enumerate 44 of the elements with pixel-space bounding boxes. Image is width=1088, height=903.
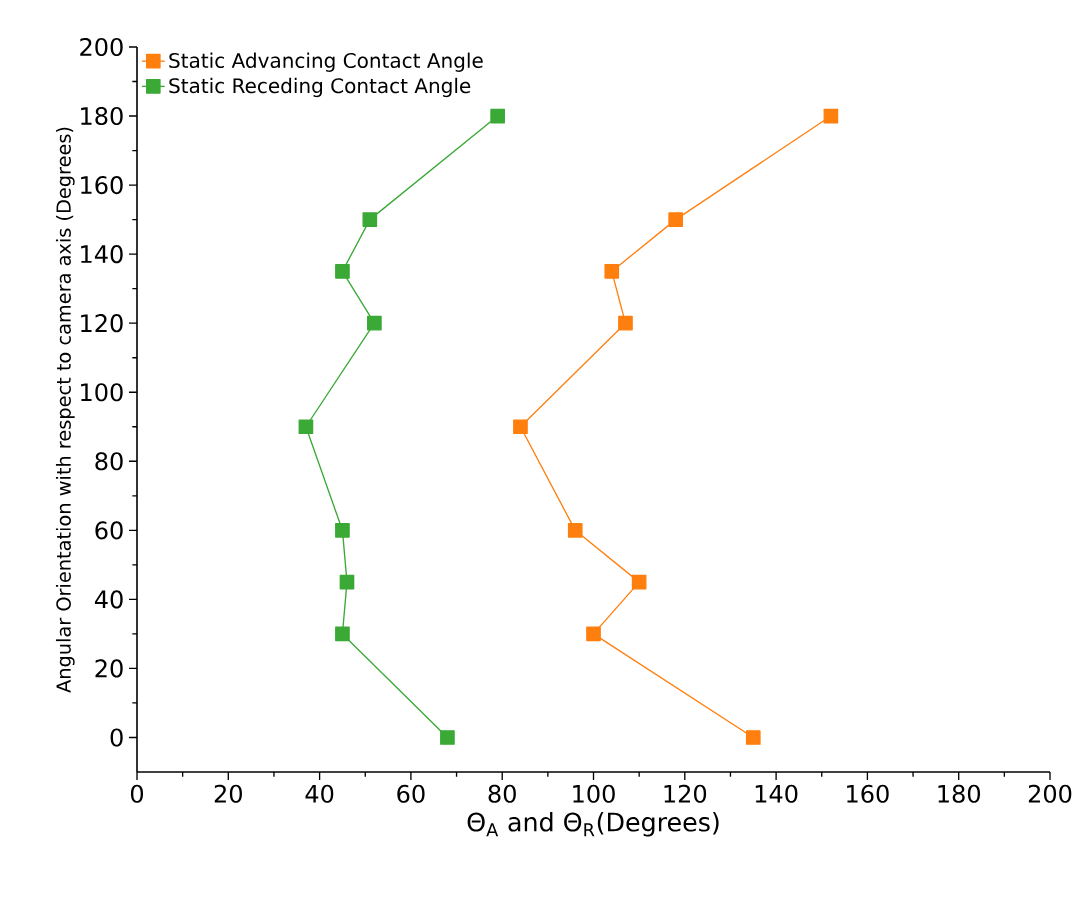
- point: [335, 626, 350, 642]
- x-tick-label: 0: [130, 784, 144, 803]
- x-axis-title: Θ$_{A}$ and Θ$_{R}$(Degrees): [467, 812, 719, 837]
- legend-label: Static Receding Contact Angle: [169, 77, 471, 98]
- x-tick-label: 40: [305, 784, 334, 803]
- y-tick-label: 0: [110, 728, 123, 747]
- x-tick-label: 20: [214, 784, 242, 803]
- x-tick-label: 180: [938, 784, 981, 803]
- point: [586, 626, 601, 642]
- y-axis-title: Angular Orientation with respect to camera axis (Degrees): [55, 127, 75, 693]
- point: [335, 522, 350, 538]
- x-tick-label: 120: [664, 784, 707, 803]
- x-tick-label: 60: [397, 784, 425, 803]
- x-tick-label: 100: [573, 784, 615, 803]
- legend-label: Static Advancing Contact Angle: [169, 52, 483, 72]
- point: [618, 315, 633, 331]
- point: [339, 574, 355, 590]
- y-tick-label: 100: [81, 383, 123, 402]
- point: [631, 574, 647, 590]
- x-tick-label: 140: [755, 784, 798, 803]
- y-tick-label: 60: [95, 521, 123, 540]
- point: [367, 315, 382, 331]
- y-tick-label: 180: [81, 106, 123, 126]
- y-tick-label: 120: [81, 314, 123, 333]
- point: [298, 419, 314, 435]
- point: [823, 108, 839, 124]
- y-tick-label: 80: [95, 452, 123, 471]
- point: [513, 419, 528, 435]
- point: [335, 264, 350, 279]
- point: [440, 730, 455, 745]
- point: [668, 212, 684, 227]
- y-tick-label: 200: [80, 37, 123, 57]
- x-tick-label: 160: [847, 784, 889, 803]
- y-tick-label: 40: [94, 590, 123, 609]
- point: [567, 522, 583, 538]
- point: [604, 264, 620, 279]
- y-tick-label: 20: [95, 659, 123, 678]
- point: [490, 108, 505, 124]
- y-tick-label: 160: [81, 176, 123, 195]
- y-tick-label: 140: [81, 245, 123, 264]
- point: [745, 730, 761, 745]
- point: [362, 212, 378, 227]
- x-tick-label: 80: [488, 784, 516, 803]
- x-tick-label: 200: [1028, 784, 1072, 803]
